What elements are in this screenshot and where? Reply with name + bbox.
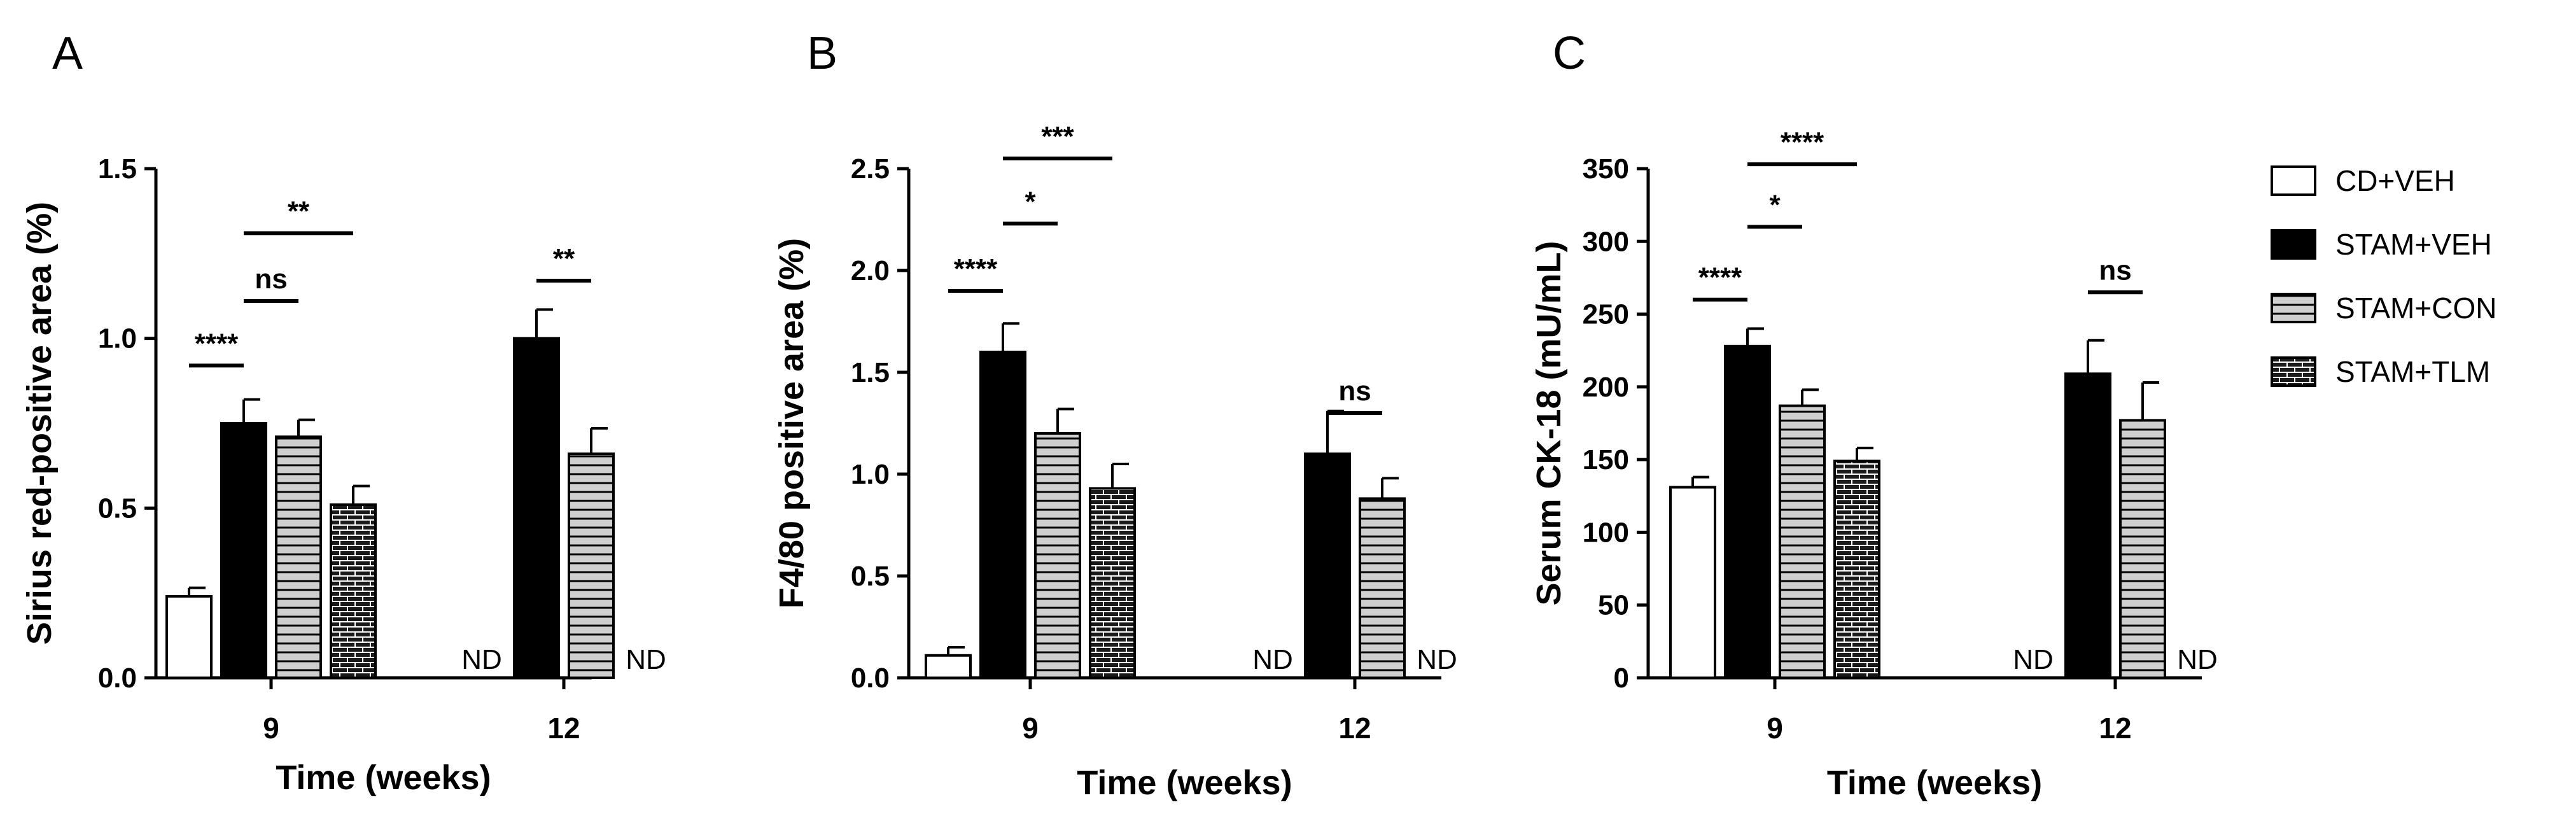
panel-b-sig-label: *** (1041, 121, 1074, 152)
panel-c-bar-stam-con-9 (1779, 404, 1826, 679)
panel-b-letter: B (807, 28, 837, 79)
legend-label-cd-veh: CD+VEH (2335, 164, 2455, 197)
panel-c-letter: C (1553, 28, 1586, 79)
panel-c-ytick-label: 350 (1583, 153, 1629, 185)
panel-c-ytick-label: 50 (1598, 590, 1629, 621)
panel-b-ytick-label: 1.5 (851, 357, 890, 388)
panel-a-x-axis-title: Time (weeks) (276, 759, 491, 797)
panel-b-ytick-label: 1.0 (851, 459, 890, 490)
legend-label-stam-veh: STAM+VEH (2335, 228, 2492, 261)
panel-c-nd-label: ND (2177, 644, 2218, 675)
panel-b-xtick-label: 9 (1022, 712, 1039, 745)
panel-c-ytick-label: 300 (1583, 226, 1629, 257)
panel-b-sig-label: ns (1338, 375, 1371, 407)
panel-b-bar-stam-con-12 (1359, 497, 1406, 680)
panel-a-sig-label: ** (553, 243, 575, 274)
panel-b-y-axis-title: F4/80 positive area (%) (773, 238, 811, 608)
panel-b-x-axis-title: Time (weeks) (1077, 764, 1292, 802)
panel-a-sig-label: ns (255, 263, 287, 295)
panel-b-ytick-label: 2.0 (851, 255, 890, 286)
panel-a-sig-label: **** (195, 328, 239, 359)
panel-b-nd-label: ND (1417, 644, 1457, 675)
legend-swatch-stam-tlm (2271, 356, 2316, 387)
panel-a-ytick-label: 0.0 (98, 663, 137, 694)
legend-swatch-stam-veh (2271, 229, 2316, 260)
panel-b-bar-cd-veh-9 (925, 654, 972, 680)
panel-c-x-axis-title: Time (weeks) (1827, 764, 2042, 802)
panel-c-ytick-label: 150 (1583, 444, 1629, 475)
panel-b: B 0.0 0.5 1.0 1.5 2.0 2.5 F4/80 positive area (… (773, 28, 1457, 802)
panel-c-sig-label: **** (1781, 127, 1824, 158)
panel-b-ytick-label: 0.0 (851, 663, 890, 694)
panel-a-bar-stam-tlm-9 (330, 503, 377, 679)
legend-swatch-stam-con (2271, 293, 2316, 323)
legend: CD+VEH STAM+VEH STAM+CON STAM+TLM (2271, 164, 2496, 388)
panel-a-xtick-label: 9 (263, 712, 279, 745)
panel-c-sig-label: * (1769, 189, 1781, 220)
panel-a-nd-label: ND (461, 644, 502, 675)
panel-c-sig-label: **** (1698, 262, 1742, 293)
panel-a-xtick-label: 12 (547, 712, 580, 745)
panel-a: A 0.0 0.5 1.0 1.5 Sirius red-positive area (%… (20, 28, 666, 797)
panel-c-sig-label: ns (2099, 255, 2131, 286)
legend-swatch-cd-veh (2271, 165, 2316, 196)
panel-a-ytick-label: 1.5 (98, 153, 137, 185)
panel-b-bar-stam-veh-9 (979, 351, 1026, 679)
panel-b-ytick-label: 0.5 (851, 561, 890, 592)
panel-b-bar-stam-con-9 (1034, 432, 1081, 679)
panel-a-ytick-label: 1.0 (98, 323, 137, 354)
panel-b-bar-stam-veh-12 (1304, 453, 1351, 679)
panel-c-bar-stam-veh-12 (2064, 372, 2111, 679)
panel-c-y-axis-title: Serum CK-18 (mU/mL) (1530, 241, 1568, 605)
panel-c-ytick-label: 100 (1583, 517, 1629, 548)
panel-c-bar-stam-tlm-9 (1833, 460, 1880, 680)
panel-b-bar-stam-tlm-9 (1089, 487, 1136, 680)
panel-a-sig-label: ** (288, 195, 310, 227)
panel-c-ytick-label: 200 (1583, 372, 1629, 403)
panel-a-nd-label: ND (626, 644, 666, 675)
legend-label-stam-con: STAM+CON (2335, 291, 2496, 325)
panel-c-bar-stam-con-12 (2119, 419, 2166, 680)
panel-a-bar-stam-con-12 (568, 453, 615, 679)
panel-a-ytick-label: 0.5 (98, 493, 137, 524)
panel-b-ytick-label: 2.5 (851, 153, 890, 185)
panel-a-letter: A (52, 28, 83, 79)
panel-a-y-axis-title: Sirius red-positive area (%) (20, 202, 59, 645)
panel-c-xtick-label: 9 (1767, 712, 1783, 745)
panel-b-sig-label: * (1025, 186, 1036, 217)
panel-c-ytick-label: 0 (1614, 663, 1629, 694)
panel-b-sig-label: **** (954, 253, 998, 284)
panel-b-nd-label: ND (1252, 644, 1293, 675)
panel-c-bar-stam-veh-9 (1724, 344, 1771, 679)
panel-b-xtick-label: 12 (1338, 712, 1371, 745)
legend-label-stam-tlm: STAM+TLM (2335, 355, 2490, 388)
panel-a-bar-stam-veh-9 (220, 422, 267, 679)
panel-c-ytick-label: 250 (1583, 299, 1629, 330)
panel-c: C 0 50 100 150 200 250 300 350 Serum CK-18 (mU/mL… (1530, 28, 2218, 802)
panel-c-nd-label: ND (2013, 644, 2054, 675)
panel-a-bar-stam-veh-12 (513, 337, 560, 679)
panel-c-xtick-label: 12 (2099, 712, 2131, 745)
panel-a-bar-stam-con-9 (275, 435, 322, 679)
panel-c-bar-cd-veh-9 (1669, 486, 1716, 679)
panel-a-bar-cd-veh-9 (165, 595, 213, 679)
